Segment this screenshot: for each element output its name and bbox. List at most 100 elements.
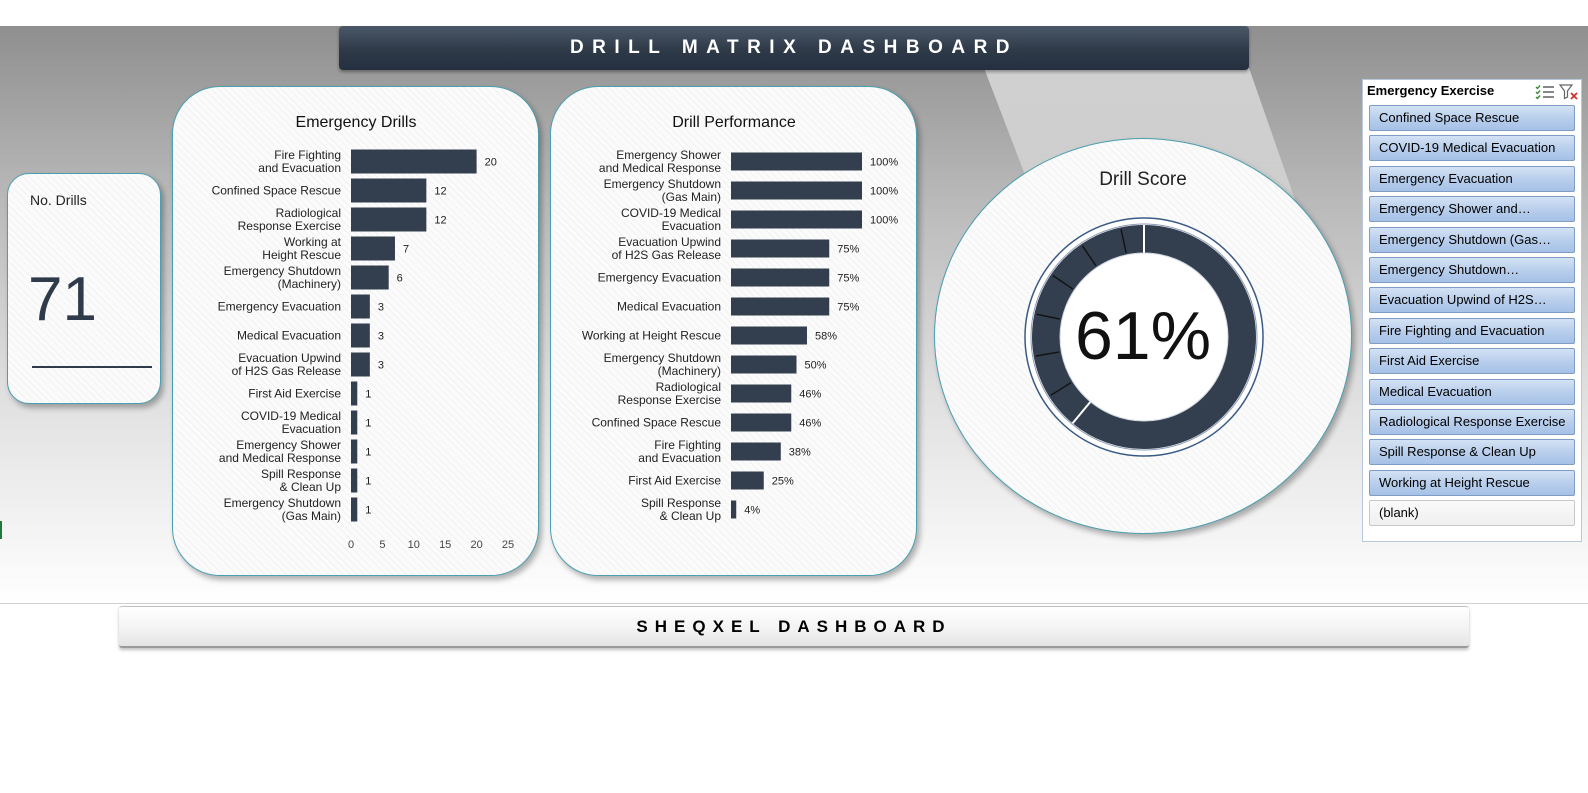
drill-score-gauge: [1024, 217, 1264, 457]
drill-performance-bar: [731, 152, 862, 171]
emergency-drills-category-label: Fire Fighting and Evacuation: [258, 148, 341, 175]
slicer-item[interactable]: Emergency Shutdown (Gas…: [1369, 226, 1575, 253]
drill-performance-category-label: Evacuation Upwind of H2S Gas Release: [612, 235, 722, 262]
drill-performance-bar: [731, 355, 797, 374]
slicer-item[interactable]: Emergency Shutdown…: [1369, 257, 1575, 283]
emergency-drills-title: Emergency Drills: [296, 114, 417, 131]
drill-performance-category-label: Confined Space Rescue: [592, 416, 722, 430]
sheet-edge-marker: [0, 521, 2, 539]
emergency-drills-category-label: Spill Response & Clean Up: [261, 467, 341, 494]
slicer-item[interactable]: Emergency Shower and…: [1369, 196, 1575, 223]
emergency-drills-data-label: 3: [378, 302, 384, 314]
drill-performance-category-label: Medical Evacuation: [617, 300, 721, 314]
emergency-drills-data-label: 7: [403, 244, 409, 256]
clear-filter-icon[interactable]: [1559, 84, 1579, 100]
emergency-drills-chart: Emergency Drills Fire Fighting and Evacuat…: [212, 114, 515, 551]
drill-performance-chart-panel: Drill Performance Emergency Shower and Med…: [550, 86, 917, 576]
drill-performance-data-label: 75%: [837, 273, 859, 285]
emergency-drills-category-label: Evacuation Upwind of H2S Gas Release: [232, 351, 342, 378]
gauge-tick: [1081, 245, 1097, 267]
drill-performance-title: Drill Performance: [672, 114, 796, 131]
emergency-drills-data-label: 12: [434, 215, 446, 227]
drill-performance-bar: [731, 384, 792, 403]
emergency-drills-category-label: Emergency Shutdown (Gas Main): [224, 496, 341, 523]
drill-performance-bar: [731, 268, 830, 287]
emergency-drills-bar: [351, 468, 358, 493]
drill-performance-category-label: Emergency Shutdown (Gas Main): [604, 177, 721, 204]
dashboard-title: DRILL MATRIX DASHBOARD: [339, 26, 1249, 70]
emergency-drills-tick-label: 15: [439, 539, 451, 551]
drill-performance-category-label: Fire Fighting and Evacuation: [638, 438, 721, 465]
slicer-item[interactable]: Working at Height Rescue: [1369, 469, 1575, 496]
emergency-drills-bar: [351, 381, 358, 406]
emergency-drills-category-label: Radiological Response Exercise: [238, 206, 342, 233]
drill-performance-data-label: 46%: [799, 389, 821, 401]
drill-performance-data-label: 100%: [870, 186, 898, 198]
emergency-drills-data-label: 1: [365, 447, 371, 459]
footer-title: SHEQXEL DASHBOARD: [119, 606, 1469, 648]
slicer-item[interactable]: Fire Fighting and Evacuation: [1369, 317, 1575, 344]
emergency-drills-tick-label: 5: [379, 539, 385, 551]
drill-performance-category-label: First Aid Exercise: [628, 474, 721, 488]
gauge-tick: [1120, 229, 1127, 254]
multi-select-icon[interactable]: [1535, 84, 1555, 100]
emergency-exercise-slicer: Emergency Exercise Confined Space Rescue…: [1362, 79, 1582, 542]
emergency-drills-category-label: Emergency Evacuation: [218, 300, 341, 314]
emergency-drills-data-label: 1: [365, 418, 371, 430]
drill-performance-bar: [731, 413, 792, 432]
drill-performance-category-label: COVID-19 Medical Evacuation: [621, 206, 721, 233]
drill-performance-chart: Drill Performance Emergency Shower and Med…: [582, 114, 899, 523]
drill-performance-data-label: 75%: [837, 302, 859, 314]
slicer-header: Emergency Exercise: [1367, 83, 1579, 103]
emergency-drills-bar: [351, 149, 477, 174]
emergency-drills-data-label: 3: [378, 331, 384, 343]
emergency-drills-category-label: First Aid Exercise: [248, 387, 341, 401]
gauge-tick: [1036, 313, 1061, 320]
gauge-tick: [1050, 381, 1072, 396]
drill-performance-data-label: 50%: [805, 360, 827, 372]
emergency-drills-category-label: Emergency Shower and Medical Response: [219, 438, 341, 465]
emergency-drills-category-label: Medical Evacuation: [237, 329, 341, 343]
drill-performance-bar: [731, 326, 807, 345]
emergency-drills-bar: [351, 178, 427, 203]
drill-performance-data-label: 25%: [772, 476, 794, 488]
gauge-tick: [1035, 351, 1060, 357]
emergency-drills-tick-label: 0: [348, 539, 354, 551]
drill-performance-category-label: Working at Height Rescue: [582, 329, 722, 343]
emergency-drills-bar: [351, 236, 395, 261]
emergency-drills-tick-label: 25: [502, 539, 514, 551]
drill-performance-category-label: Radiological Response Exercise: [618, 380, 722, 407]
emergency-drills-data-label: 12: [434, 186, 446, 198]
slicer-title: Emergency Exercise: [1367, 83, 1495, 98]
slicer-item[interactable]: Confined Space Rescue: [1369, 105, 1575, 131]
slicer-item[interactable]: First Aid Exercise: [1369, 348, 1575, 375]
slicer-item[interactable]: Medical Evacuation: [1369, 378, 1575, 405]
drill-score-panel: Drill Score 61%: [934, 138, 1352, 534]
slicer-item[interactable]: Radiological Response Exercise: [1369, 409, 1575, 435]
drill-performance-category-label: Emergency Shower and Medical Response: [599, 148, 721, 175]
drill-performance-bar: [731, 442, 781, 461]
emergency-drills-bar: [351, 323, 370, 348]
slicer-item[interactable]: COVID-19 Medical Evacuation: [1369, 135, 1575, 162]
emergency-drills-data-label: 1: [365, 476, 371, 488]
gauge-end-marker: [1071, 401, 1092, 424]
emergency-drills-data-label: 3: [378, 360, 384, 372]
kpi-card-no-drills: No. Drills 71: [7, 173, 161, 404]
drill-score-value: 61%: [1074, 298, 1212, 374]
emergency-drills-bar: [351, 294, 370, 319]
gauge-center: [1059, 252, 1229, 422]
drill-performance-bar: [731, 500, 737, 519]
kpi-label: No. Drills: [30, 192, 87, 208]
slicer-item[interactable]: (blank): [1369, 500, 1575, 527]
drill-performance-data-label: 58%: [815, 331, 837, 343]
slicer-item[interactable]: Spill Response & Clean Up: [1369, 439, 1575, 466]
slicer-item[interactable]: Evacuation Upwind of H2S…: [1369, 287, 1575, 314]
emergency-drills-tick-label: 20: [470, 539, 482, 551]
emergency-drills-category-label: Confined Space Rescue: [212, 184, 342, 198]
emergency-drills-bar: [351, 439, 358, 464]
slicer-item[interactable]: Emergency Evacuation: [1369, 165, 1575, 192]
emergency-drills-category-label: COVID-19 Medical Evacuation: [241, 409, 341, 436]
drill-performance-bar: [731, 210, 862, 229]
drill-performance-bar: [731, 181, 862, 200]
